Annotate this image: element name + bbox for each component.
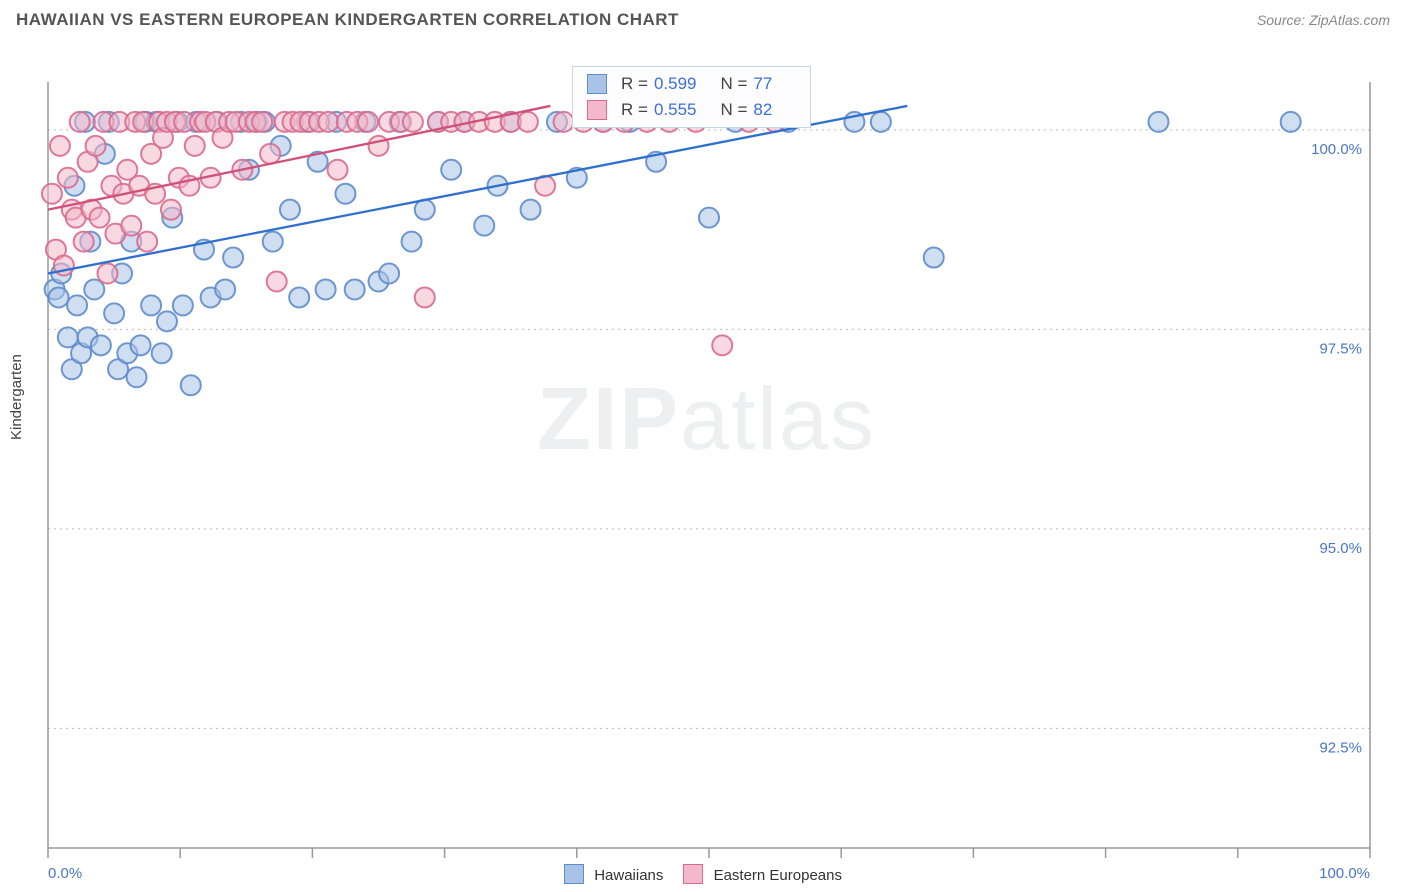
legend-label: Eastern Europeans [714, 867, 842, 884]
legend-item-eastern-europeans: Eastern Europeans [683, 864, 842, 884]
legend: Hawaiians Eastern Europeans [0, 864, 1406, 884]
svg-text:92.5%: 92.5% [1319, 739, 1362, 756]
stats-box: R =0.599N =77R =0.555N =82 [572, 66, 811, 128]
svg-text:97.5%: 97.5% [1319, 340, 1362, 357]
scatter-plot: 0.0%100.0%92.5%95.0%97.5%100.0% [0, 36, 1406, 882]
chart-title: HAWAIIAN VS EASTERN EUROPEAN KINDERGARTE… [16, 10, 679, 30]
chart-source: Source: ZipAtlas.com [1257, 12, 1390, 28]
legend-swatch [683, 864, 703, 884]
legend-item-hawaiians: Hawaiians [564, 864, 663, 884]
legend-swatch [564, 864, 584, 884]
y-axis-label: Kindergarten [8, 354, 25, 440]
legend-label: Hawaiians [594, 867, 663, 884]
chart-header: HAWAIIAN VS EASTERN EUROPEAN KINDERGARTE… [0, 0, 1406, 36]
svg-text:100.0%: 100.0% [1311, 141, 1362, 158]
svg-text:95.0%: 95.0% [1319, 540, 1362, 557]
